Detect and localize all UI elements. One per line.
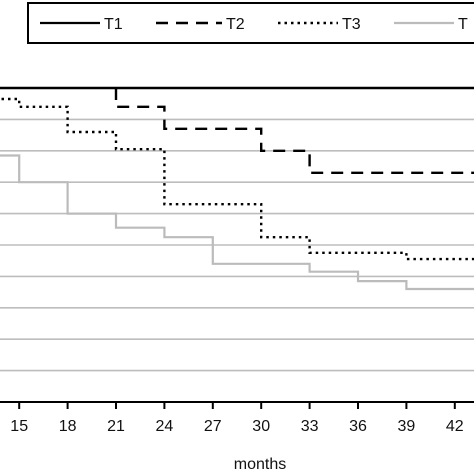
series-line-t-4 xyxy=(0,154,474,291)
x-tick-label: 33 xyxy=(301,418,319,435)
series-line-t3 xyxy=(0,97,474,261)
grid xyxy=(0,87,474,372)
legend-label-t1: T1 xyxy=(104,16,123,33)
x-tick-label: 36 xyxy=(349,418,367,435)
series-line-t2 xyxy=(114,88,474,175)
x-tick-label: 39 xyxy=(398,418,416,435)
x-tick-label: 27 xyxy=(204,418,222,435)
legend-label-t2: T2 xyxy=(226,16,245,33)
series-group xyxy=(0,86,474,291)
x-tick-label: 30 xyxy=(252,418,270,435)
x-tick-label: 15 xyxy=(10,418,28,435)
legend: T1 T2 T3 T xyxy=(27,2,474,44)
x-tick-label: 21 xyxy=(107,418,125,435)
x-tick-label: 18 xyxy=(59,418,77,435)
legend-label-t3: T3 xyxy=(342,16,361,33)
legend-label-t4: T xyxy=(458,16,468,33)
x-axis-label: months xyxy=(234,456,286,473)
plot-frame xyxy=(0,87,474,403)
x-tick-label: 42 xyxy=(446,418,464,435)
x-axis-ticks: 15 18 21 24 27 30 33 36 39 42 xyxy=(10,402,464,435)
x-tick-label: 24 xyxy=(156,418,174,435)
